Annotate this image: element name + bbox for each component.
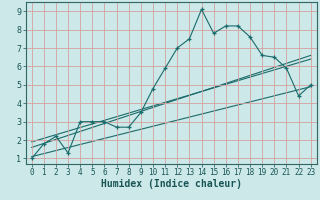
X-axis label: Humidex (Indice chaleur): Humidex (Indice chaleur) <box>101 179 242 189</box>
